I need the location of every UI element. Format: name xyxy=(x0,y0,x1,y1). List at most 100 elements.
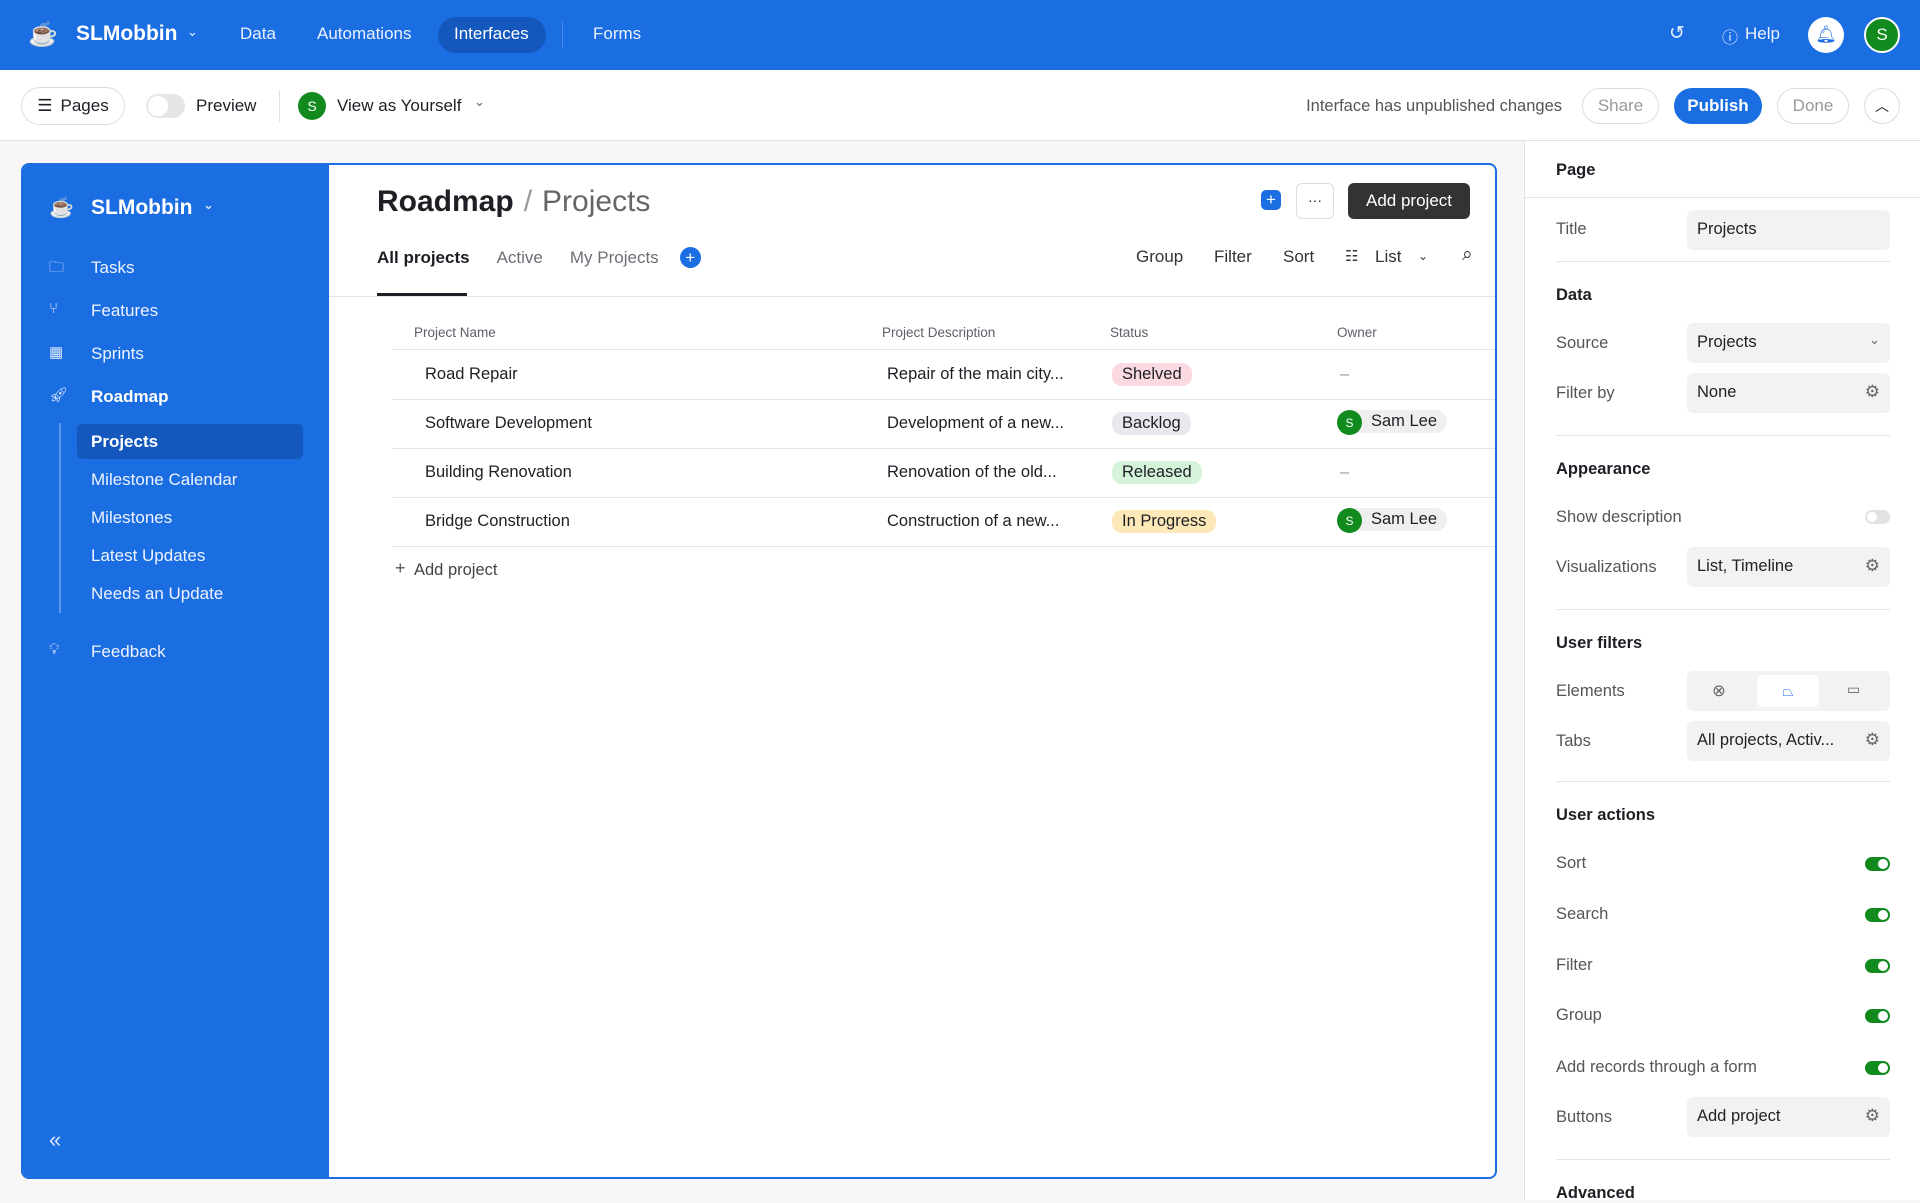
sidebar-item-feedback[interactable]: Feedback xyxy=(91,642,166,661)
filter-button[interactable]: Filter xyxy=(1214,247,1252,266)
project-name-cell[interactable]: Software Development xyxy=(425,414,592,432)
active-tab-underline xyxy=(377,293,467,296)
status-badge[interactable]: Shelved xyxy=(1112,363,1192,386)
column-header-owner[interactable]: Owner xyxy=(1337,325,1377,340)
gear-icon[interactable]: ⚙ xyxy=(1864,382,1880,401)
nav-interfaces-pill[interactable] xyxy=(438,17,546,53)
project-description-cell[interactable]: Construction of a new... xyxy=(887,512,1060,530)
show-description-toggle[interactable] xyxy=(1865,510,1890,524)
divider xyxy=(1556,1159,1890,1160)
filter-by-label: Filter by xyxy=(1556,384,1615,402)
plus-icon[interactable]: + xyxy=(395,558,406,578)
add-records-toggle[interactable] xyxy=(1865,1061,1890,1075)
nav-forms[interactable]: Forms xyxy=(593,24,642,43)
add-element-icon[interactable]: + xyxy=(1261,190,1281,210)
nav-data[interactable]: Data xyxy=(240,24,276,43)
filter-toggle[interactable] xyxy=(1865,959,1890,973)
history-icon[interactable]: ↺ xyxy=(1669,23,1685,44)
view-as-dropdown[interactable]: View as Yourself xyxy=(337,96,462,115)
project-name-cell[interactable]: Road Repair xyxy=(425,365,518,383)
owner-name: Sam Lee xyxy=(1371,412,1438,430)
search-icon[interactable]: ⌕ xyxy=(1462,244,1473,265)
chevron-down-icon[interactable]: ⌄ xyxy=(203,197,214,212)
publish-button[interactable]: Publish xyxy=(1674,88,1762,124)
sidebar-workspace[interactable]: SLMobbin xyxy=(91,196,193,219)
active-item-highlight xyxy=(77,424,303,459)
none-option-icon[interactable]: ⊗ xyxy=(1712,682,1726,700)
search-toggle[interactable] xyxy=(1865,908,1890,922)
sidebar-item-sprints[interactable]: Sprints xyxy=(91,344,144,363)
table-row[interactable]: Software Development Development of a ne… xyxy=(392,400,1495,449)
collapse-toolbar-button[interactable]: ︿ xyxy=(1864,88,1900,124)
sidebar-item-milestone-calendar[interactable]: Milestone Calendar xyxy=(91,470,238,489)
table-row[interactable]: Road Repair Repair of the main city... S… xyxy=(392,351,1495,400)
viewer-avatar: S xyxy=(298,92,326,120)
status-badge[interactable]: Backlog xyxy=(1112,412,1191,435)
add-tab-icon[interactable]: + xyxy=(679,247,701,268)
tabs-option-icon[interactable]: ⏢ xyxy=(1757,675,1819,707)
sidebar-item-projects[interactable]: Projects xyxy=(91,432,159,451)
project-name-cell[interactable]: Building Renovation xyxy=(425,463,572,481)
sidebar-item-features[interactable]: Features xyxy=(91,301,159,320)
add-project-button[interactable]: Add project xyxy=(1348,183,1470,219)
more-options-button[interactable]: ··· xyxy=(1296,183,1334,219)
bell-icon[interactable]: 🔔︎ xyxy=(1808,17,1844,53)
user-avatar[interactable]: S xyxy=(1864,17,1900,53)
help-icon[interactable]: ⓘ xyxy=(1722,30,1739,47)
gear-icon[interactable]: ⚙ xyxy=(1864,1106,1880,1125)
collapse-sidebar-icon[interactable]: « xyxy=(49,1127,62,1152)
tab-my-projects[interactable]: My Projects xyxy=(569,247,659,267)
sort-toggle[interactable] xyxy=(1865,857,1890,871)
page-subtitle: Projects xyxy=(542,185,651,218)
status-badge[interactable]: In Progress xyxy=(1112,510,1217,533)
source-select[interactable]: Projects ⌄ xyxy=(1687,323,1890,363)
project-name-cell[interactable]: Bridge Construction xyxy=(425,512,570,530)
tabs-control[interactable]: All projects, Activ... ⚙ xyxy=(1687,721,1890,761)
buttons-label: Buttons xyxy=(1556,1108,1612,1126)
section-advanced: Advanced xyxy=(1556,1184,1635,1202)
chevron-down-icon[interactable]: ⌄ xyxy=(187,24,198,39)
buttons-control[interactable]: Add project ⚙ xyxy=(1687,1097,1890,1137)
project-description-cell[interactable]: Development of a new... xyxy=(887,414,1065,432)
column-header-name[interactable]: Project Name xyxy=(414,325,496,340)
sidebar-item-latest-updates[interactable]: Latest Updates xyxy=(91,546,206,565)
coffee-logo-icon: ☕ xyxy=(49,197,74,219)
pages-button[interactable]: ☰ Pages xyxy=(21,87,125,125)
tab-all-projects[interactable]: All projects xyxy=(377,247,470,267)
view-switcher[interactable]: List xyxy=(1375,247,1402,266)
title-input[interactable]: Projects xyxy=(1687,210,1890,250)
column-header-description[interactable]: Project Description xyxy=(882,325,996,340)
sort-button[interactable]: Sort xyxy=(1283,247,1315,266)
group-toggle[interactable] xyxy=(1865,1009,1890,1023)
owner-chip[interactable]: S Sam Lee xyxy=(1337,410,1448,435)
share-button[interactable]: Share xyxy=(1582,88,1659,124)
sidebar-item-needs-an-update[interactable]: Needs an Update xyxy=(91,584,224,603)
add-project-row[interactable]: Add project xyxy=(414,561,498,579)
help-link[interactable]: Help xyxy=(1745,24,1780,43)
dropdown-option-icon[interactable]: ▭ xyxy=(1847,681,1861,697)
project-description-cell[interactable]: Repair of the main city... xyxy=(887,365,1064,383)
tab-active[interactable]: Active xyxy=(496,247,543,267)
status-badge[interactable]: Released xyxy=(1112,461,1202,484)
gear-icon[interactable]: ⚙ xyxy=(1864,730,1880,749)
lightbulb-icon: 💡︎ xyxy=(49,641,60,658)
chevron-down-icon[interactable]: ⌄ xyxy=(474,94,485,109)
group-button[interactable]: Group xyxy=(1136,247,1184,266)
nav-interfaces[interactable]: Interfaces xyxy=(454,24,529,43)
owner-chip[interactable]: S Sam Lee xyxy=(1337,508,1448,533)
sidebar-item-milestones[interactable]: Milestones xyxy=(91,508,173,527)
visualizations-control[interactable]: List, Timeline ⚙ xyxy=(1687,547,1890,587)
sidebar-item-roadmap[interactable]: Roadmap xyxy=(91,387,169,406)
chevron-down-icon[interactable]: ⌄ xyxy=(1418,249,1429,263)
filter-by-control[interactable]: None ⚙ xyxy=(1687,373,1890,413)
workspace-switcher[interactable]: SLMobbin xyxy=(76,22,178,45)
nav-automations[interactable]: Automations xyxy=(317,24,412,43)
project-description-cell[interactable]: Renovation of the old... xyxy=(887,463,1057,481)
column-header-status[interactable]: Status xyxy=(1110,325,1149,340)
sidebar-item-tasks[interactable]: Tasks xyxy=(91,258,135,277)
preview-toggle[interactable] xyxy=(146,94,185,118)
table-row[interactable]: Bridge Construction Construction of a ne… xyxy=(392,498,1495,547)
gear-icon[interactable]: ⚙ xyxy=(1864,556,1880,575)
table-row[interactable]: Building Renovation Renovation of the ol… xyxy=(392,449,1495,498)
done-button[interactable]: Done xyxy=(1777,88,1849,124)
